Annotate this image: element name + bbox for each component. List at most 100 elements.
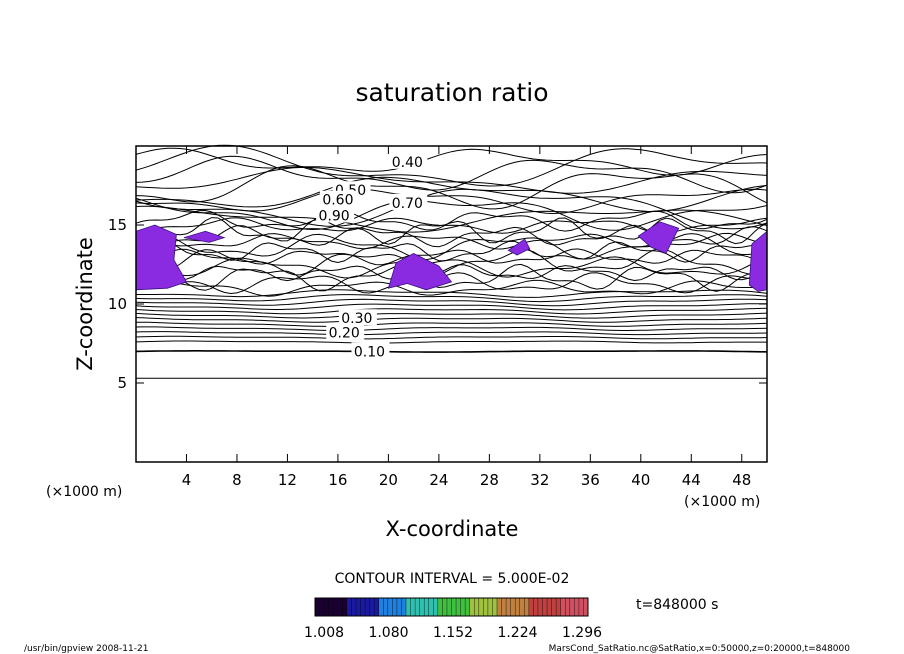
colorbar-cell	[433, 598, 439, 616]
colorbar-cell	[547, 598, 553, 616]
colorbar-cell	[360, 598, 366, 616]
contour-line	[135, 217, 768, 245]
colorbar-cell	[378, 598, 384, 616]
contour-label-bg	[326, 323, 365, 340]
colorbar-tick-label: 1.152	[433, 625, 473, 641]
contour-label-bg	[316, 206, 355, 223]
x-tick-label: 16	[328, 471, 347, 489]
contour-line	[135, 335, 768, 340]
contour-line	[135, 188, 768, 215]
colorbar-cell	[578, 598, 584, 616]
x-tick-label: 24	[429, 471, 448, 489]
colorbar-cell	[337, 598, 343, 616]
contour-label: 0.90	[319, 209, 350, 225]
y-tick-label: 5	[117, 374, 127, 392]
contour-line	[135, 155, 768, 194]
colorbar-cell	[528, 598, 534, 616]
colorbar-cell	[478, 598, 484, 616]
colorbar-tick-label: 1.080	[368, 625, 408, 641]
contour-line	[135, 248, 768, 266]
colorbar-cell	[419, 598, 425, 616]
colorbar-cell	[469, 598, 475, 616]
colorbar-cell	[574, 598, 580, 616]
x-unit-left: (×1000 m)	[46, 484, 122, 500]
supersaturated-patch	[183, 230, 226, 243]
colorbar-cell	[396, 598, 402, 616]
contour-line	[135, 197, 768, 231]
colorbar-cell	[533, 598, 539, 616]
colorbar-cell	[569, 598, 575, 616]
supersaturated-patch	[135, 224, 188, 291]
x-unit-right: (×1000 m)	[684, 494, 760, 510]
x-tick-label: 4	[182, 471, 192, 489]
colorbar-cell	[515, 598, 521, 616]
contour-label: 0.40	[392, 155, 423, 171]
x-tick-label: 44	[682, 471, 701, 489]
time-text: t=848000 s	[636, 597, 718, 613]
colorbar-cell	[583, 598, 589, 616]
contour-line	[135, 294, 768, 303]
colorbar-cell	[319, 598, 325, 616]
x-tick-label: 8	[232, 471, 242, 489]
contour-line	[135, 298, 768, 307]
contour-label: 0.60	[322, 193, 353, 209]
x-tick-label: 32	[530, 471, 549, 489]
colorbar-frame	[314, 597, 589, 617]
contour-line	[135, 240, 768, 264]
colorbar-cell	[556, 598, 562, 616]
contour-interval-text: CONTOUR INTERVAL = 5.000E-02	[335, 571, 570, 587]
contour-label: 0.10	[354, 344, 385, 360]
supersaturated-patch	[387, 252, 453, 291]
colorbar-cell	[365, 598, 371, 616]
x-axis-title: X-coordinate	[386, 517, 519, 541]
colorbar-cell	[560, 598, 566, 616]
colorbar-cell	[437, 598, 443, 616]
x-tick-label: 28	[480, 471, 499, 489]
contour-line	[135, 248, 768, 276]
contour-line	[135, 176, 768, 213]
colorbar-cell	[519, 598, 525, 616]
colorbar-cell	[442, 598, 448, 616]
y-axis-title: Z-coordinate	[73, 237, 97, 371]
contour-label: 0.70	[392, 196, 423, 212]
contour-line	[135, 166, 768, 194]
footer-right: MarsCond_SatRatio.nc@SatRatio,x=0:50000,…	[549, 644, 851, 654]
colorbar-cell	[410, 598, 416, 616]
colorbar-cell	[506, 598, 512, 616]
x-tick-label: 48	[732, 471, 751, 489]
contour-line	[135, 303, 768, 311]
colorbar-cell	[346, 598, 352, 616]
contour-lines	[135, 144, 768, 379]
colorbar-cell	[406, 598, 412, 616]
colorbar-cell	[460, 598, 466, 616]
colorbar-cell	[333, 598, 339, 616]
colorbar-cell	[524, 598, 530, 616]
colorbar-cell	[565, 598, 571, 616]
contour-line	[135, 307, 768, 315]
x-tick-label: 20	[379, 471, 398, 489]
contour-line	[135, 340, 767, 344]
y-tick-label: 10	[108, 295, 127, 313]
contour-line	[135, 350, 767, 353]
supersaturation-patches	[135, 221, 768, 292]
colorbar-cell	[510, 598, 516, 616]
colorbar-cell	[401, 598, 407, 616]
contour-label: 0.20	[329, 325, 360, 341]
colorbar-cell	[328, 598, 334, 616]
x-tick-label: 12	[278, 471, 297, 489]
colorbar-cell	[465, 598, 471, 616]
contour-line	[135, 312, 768, 319]
x-tick-label: 36	[581, 471, 600, 489]
contour-line	[136, 321, 768, 327]
contour-label: 0.30	[341, 311, 372, 327]
footer-left: /usr/bin/gpview 2008-11-21	[24, 644, 148, 654]
colorbar-ticks: 1.008 1.080 1.152 1.224 1.296	[304, 625, 602, 641]
colorbar-cell	[474, 598, 480, 616]
colorbar-cell	[342, 598, 348, 616]
chart-title: saturation ratio	[355, 78, 548, 107]
contour-line	[135, 263, 768, 292]
colorbar-cell	[537, 598, 543, 616]
contour-line	[135, 279, 768, 297]
colorbar-cell	[387, 598, 393, 616]
